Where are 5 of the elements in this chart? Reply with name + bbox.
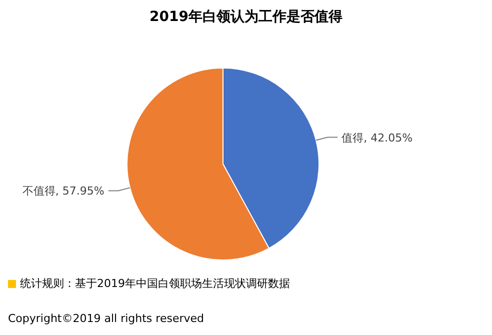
chart-title: 2019年白领认为工作是否值得 [148, 8, 344, 26]
slice-label: 值得, 42.05% [342, 131, 413, 144]
slice-label: 不值得, 57.95% [22, 184, 104, 198]
text: Copyright©2019 all rights reserved [8, 312, 204, 325]
text: 统计规则：基于2019年中国白领职场生活现状调研数据 [20, 276, 290, 291]
